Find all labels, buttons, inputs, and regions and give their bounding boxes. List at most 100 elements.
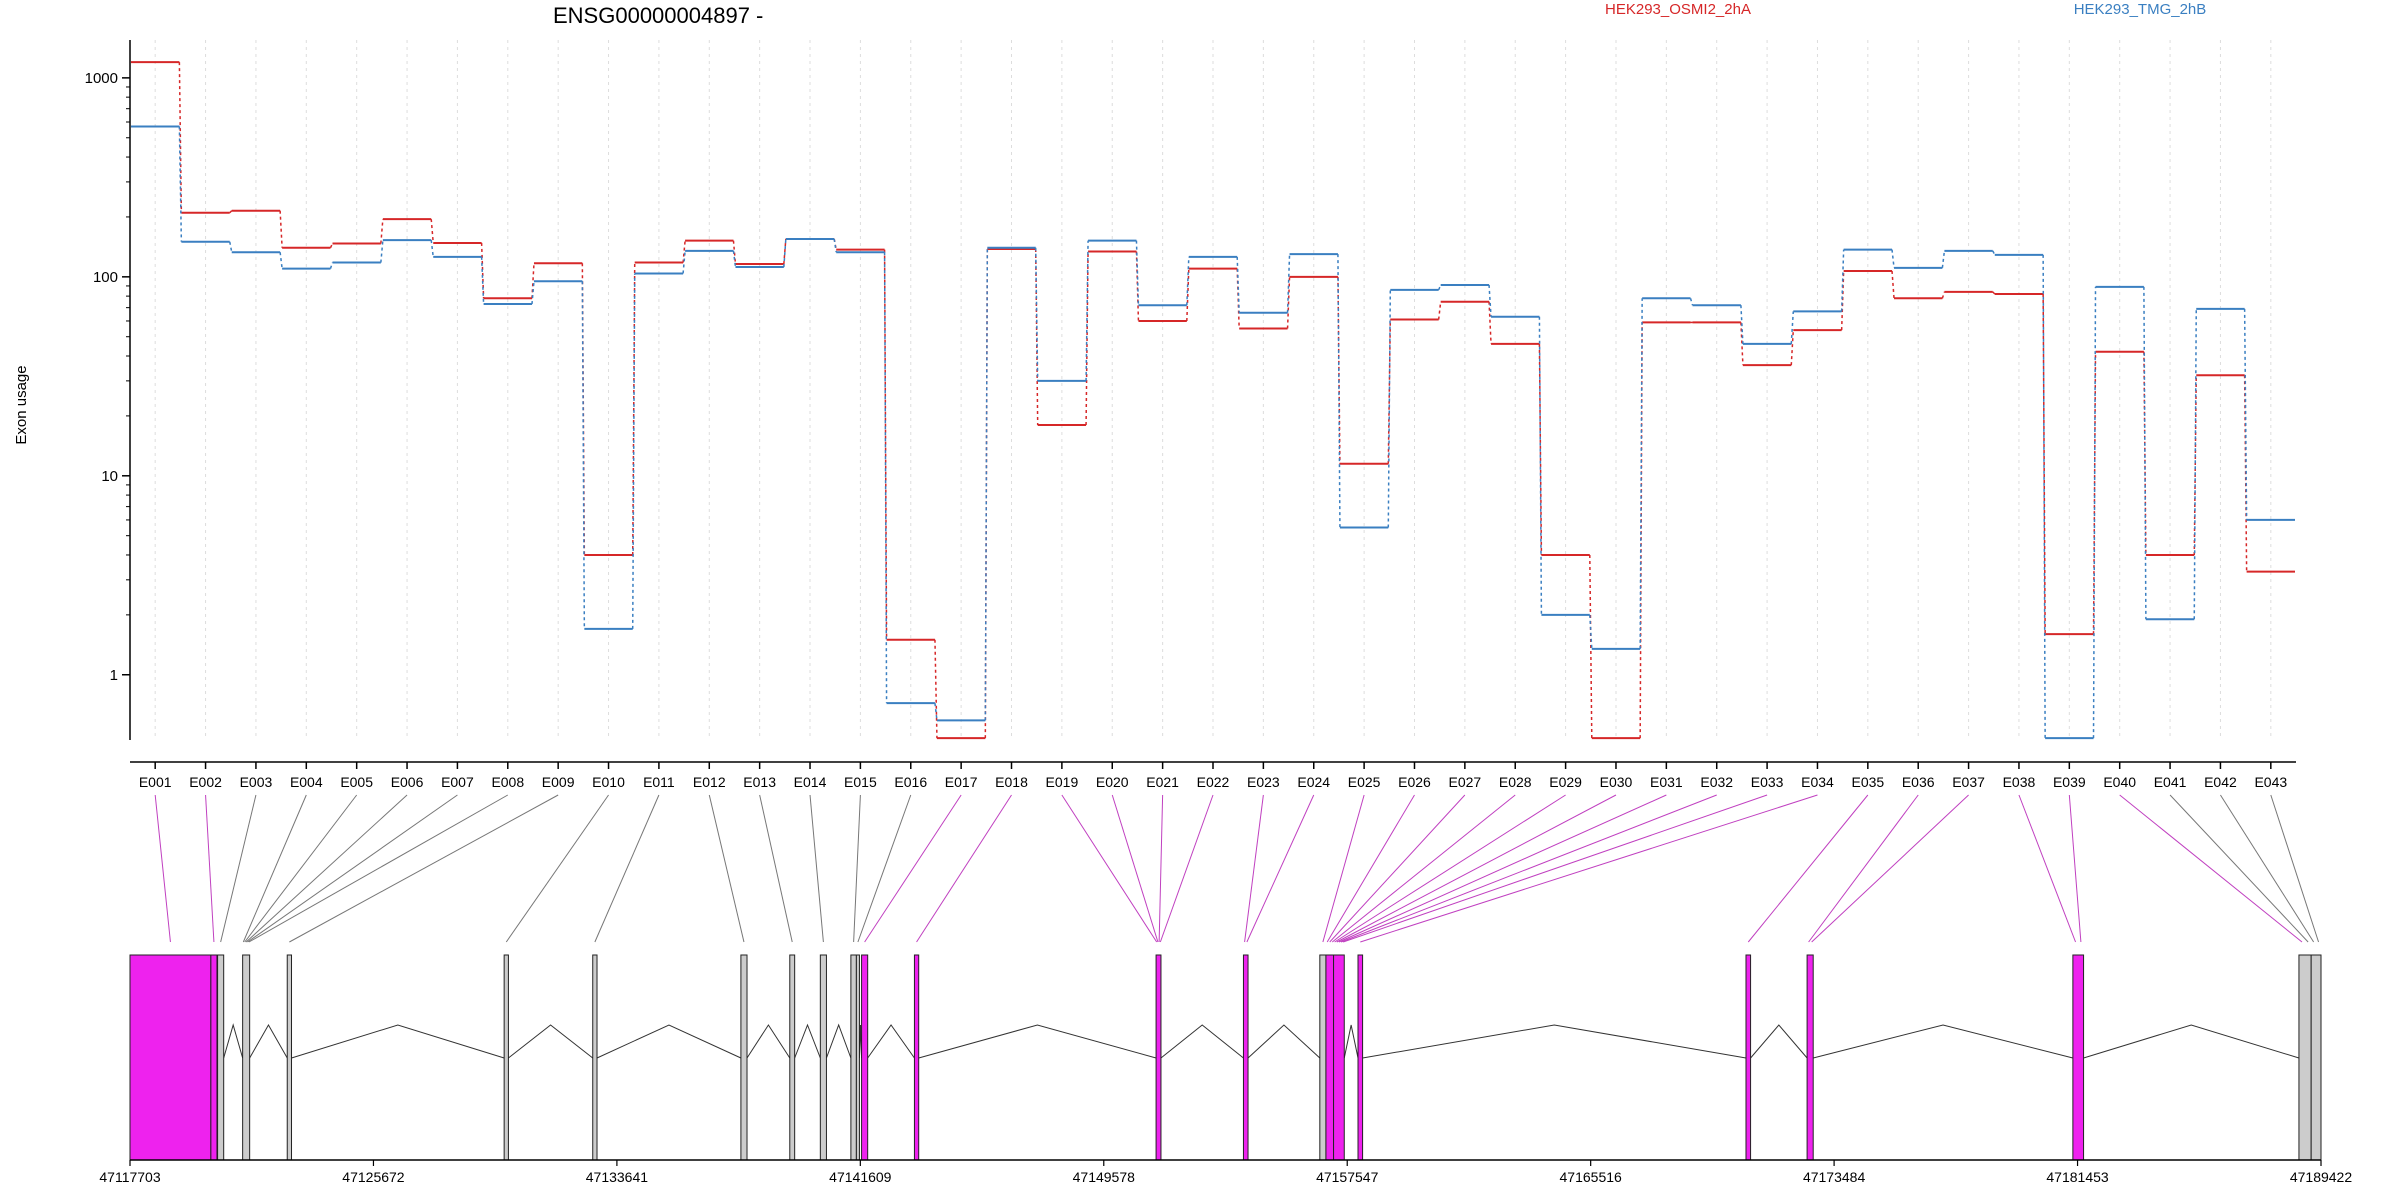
exon-link-e015 bbox=[853, 794, 861, 943]
series-connector bbox=[1639, 298, 1643, 649]
exon-box-e001 bbox=[129, 954, 212, 1161]
exon-box-e025 bbox=[1319, 954, 1327, 1161]
genomic-tick-label: 47173484 bbox=[1803, 1169, 1866, 1185]
exon-box-e019-e020-e021-e022 bbox=[1155, 954, 1162, 1161]
x-tick-label-e013: E013 bbox=[743, 774, 776, 790]
x-tick-label-e010: E010 bbox=[592, 774, 625, 790]
series-connector bbox=[2092, 351, 2097, 635]
series-connector bbox=[229, 241, 233, 253]
exon-link-e003 bbox=[220, 794, 257, 943]
y-tick-label: 100 bbox=[93, 269, 118, 286]
x-tick-label-e018: E018 bbox=[995, 774, 1028, 790]
exon-link-e032 bbox=[1340, 794, 1717, 943]
x-tick-label-e025: E025 bbox=[1348, 774, 1381, 790]
series-connector bbox=[1437, 284, 1442, 291]
genomic-tick-label: 47125672 bbox=[342, 1169, 405, 1185]
series-connector bbox=[1740, 305, 1744, 344]
exon-link-e027 bbox=[1329, 794, 1466, 943]
series-tmg bbox=[131, 125, 2295, 740]
x-tick-label-e029: E029 bbox=[1549, 774, 1582, 790]
genomic-tick-label: 47141609 bbox=[829, 1169, 892, 1185]
intron-connector bbox=[596, 1024, 742, 1059]
exon-box-e026-e027-e028 bbox=[1325, 954, 1335, 1161]
series-connector bbox=[1337, 276, 1341, 464]
x-tick-label-e028: E028 bbox=[1499, 774, 1532, 790]
series-connector bbox=[1186, 256, 1190, 306]
series-connector bbox=[1236, 268, 1240, 329]
exon-link-e011 bbox=[594, 794, 660, 943]
exon-link-e019 bbox=[1061, 794, 1158, 943]
intron-connector bbox=[867, 1024, 915, 1059]
genomic-tick-label: 47157547 bbox=[1316, 1169, 1379, 1185]
exon-link-e040 bbox=[2119, 794, 2303, 943]
exon-link-e030 bbox=[1336, 794, 1617, 943]
series-connector bbox=[380, 240, 384, 263]
x-tick-label-e015: E015 bbox=[844, 774, 877, 790]
genomic-tick-label: 47165516 bbox=[1560, 1169, 1623, 1185]
series-connector bbox=[1034, 247, 1039, 381]
exon-link-e038 bbox=[2018, 794, 2077, 943]
exon-link-e026 bbox=[1326, 794, 1415, 943]
exon-box-e036-e037 bbox=[1806, 954, 1814, 1161]
x-tick-label-e008: E008 bbox=[491, 774, 524, 790]
series-connector bbox=[1135, 251, 1140, 321]
exon-link-e034 bbox=[1360, 794, 1818, 943]
x-tick-label-e034: E034 bbox=[1801, 774, 1834, 790]
genomic-tick-label: 47189422 bbox=[2290, 1169, 2353, 1185]
exon-link-e028 bbox=[1331, 794, 1516, 943]
exon-box-e002 bbox=[210, 954, 218, 1161]
x-tick-label-e002: E002 bbox=[189, 774, 222, 790]
series-connector bbox=[1992, 291, 1996, 295]
x-tick-label-e032: E032 bbox=[1700, 774, 1733, 790]
exon-link-e001 bbox=[154, 794, 171, 943]
exon-link-e031 bbox=[1338, 794, 1667, 943]
x-tick-label-e026: E026 bbox=[1398, 774, 1431, 790]
exon-link-e023 bbox=[1244, 794, 1264, 943]
x-tick-label-e024: E024 bbox=[1297, 774, 1330, 790]
series-connector bbox=[732, 250, 737, 268]
x-tick-label-e031: E031 bbox=[1650, 774, 1683, 790]
series-connector bbox=[1941, 250, 1946, 268]
series-connector bbox=[1286, 254, 1291, 313]
exon-links-layer bbox=[154, 794, 2320, 943]
series-connector bbox=[581, 281, 586, 629]
exon-link-e041 bbox=[2169, 794, 2309, 943]
series-connector bbox=[1488, 284, 1492, 317]
x-tick-label-e011: E011 bbox=[643, 774, 675, 790]
series-connector bbox=[833, 238, 837, 253]
intron-connector bbox=[291, 1024, 505, 1059]
x-tick-label-e007: E007 bbox=[441, 774, 474, 790]
series-connector bbox=[1135, 240, 1140, 306]
exon-box-e040-e041 bbox=[2298, 954, 2312, 1161]
intron-connector bbox=[1362, 1024, 1747, 1059]
exon-link-e006 bbox=[245, 794, 408, 943]
exon-link-e037 bbox=[1811, 794, 1969, 943]
exon-box-e011 bbox=[592, 954, 598, 1161]
y-tick-label: 1000 bbox=[85, 70, 118, 87]
series-connector bbox=[934, 703, 938, 721]
series-connector bbox=[1286, 276, 1291, 329]
intron-connector bbox=[1813, 1024, 2073, 1059]
series-connector bbox=[229, 210, 233, 214]
gene-model-layer bbox=[129, 954, 2322, 1161]
series-connector bbox=[1186, 268, 1190, 322]
x-tick-label-e038: E038 bbox=[2003, 774, 2036, 790]
x-tick-label-e040: E040 bbox=[2103, 774, 2136, 790]
series-connector bbox=[430, 219, 434, 244]
series-connector bbox=[178, 62, 183, 213]
exon-box-e013 bbox=[789, 954, 796, 1161]
exon-link-e012 bbox=[708, 794, 745, 943]
series-connector bbox=[631, 262, 636, 555]
genomic-tick-label: 47149578 bbox=[1073, 1169, 1136, 1185]
intron-connector bbox=[746, 1024, 791, 1059]
series-connector bbox=[631, 273, 636, 629]
series-connector bbox=[1589, 614, 1593, 649]
series-connector bbox=[2042, 293, 2046, 635]
intron-connector bbox=[2083, 1024, 2300, 1059]
intron-connector bbox=[1750, 1024, 1808, 1059]
series-connector bbox=[430, 239, 434, 257]
genomic-axis-layer: 47117703 47125672 47133641 47141609 47149578… bbox=[99, 1159, 2353, 1185]
x-tick-label-e030: E030 bbox=[1600, 774, 1633, 790]
series-connector bbox=[1437, 301, 1442, 320]
